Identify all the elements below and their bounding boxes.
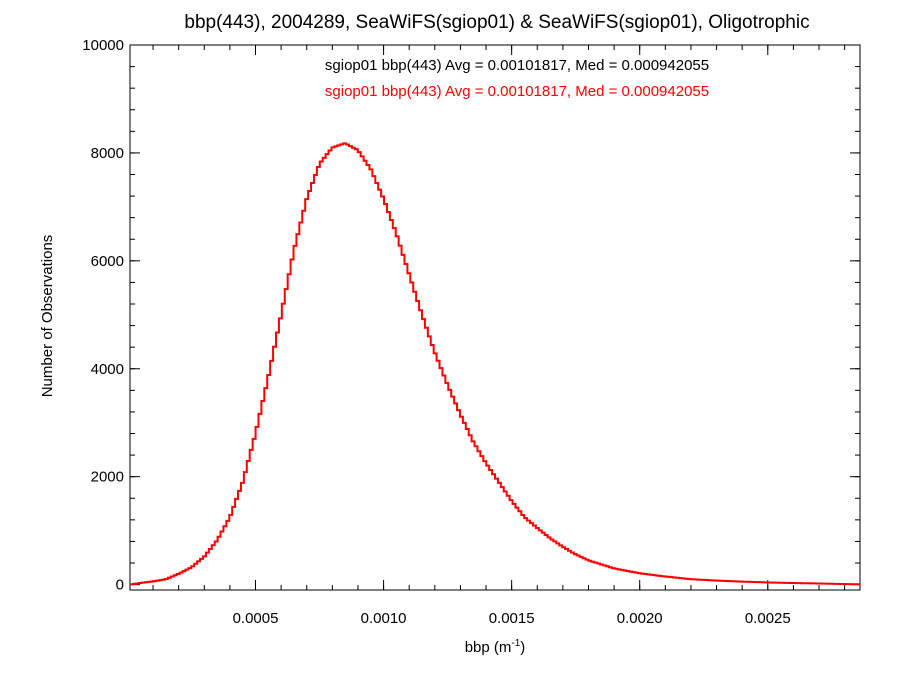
plot-border <box>129 44 861 591</box>
x-axis-label-superscript: -1 <box>511 638 520 649</box>
x-tick-label: 0.0005 <box>233 610 279 627</box>
x-axis-label-close: ) <box>520 639 525 656</box>
x-axis-label: bbp (m-1) <box>465 638 526 656</box>
chart-title: bbp(443), 2004289, SeaWiFS(sgiop01) & Se… <box>184 12 809 33</box>
y-axis-label: Number of Observations <box>39 235 56 398</box>
histogram-series-line <box>130 142 860 586</box>
y-tick-label: 2000 <box>91 469 124 486</box>
plot-frame <box>129 44 861 591</box>
x-tick-label: 0.0025 <box>745 610 791 627</box>
y-tick-label: 10000 <box>82 37 124 54</box>
annotation-red: sgiop01 bbp(443) Avg = 0.00101817, Med =… <box>325 83 709 100</box>
y-tick-label: 6000 <box>91 253 124 270</box>
annotation-black: sgiop01 bbp(443) Avg = 0.00101817, Med =… <box>325 57 709 74</box>
x-tick-label: 0.0015 <box>489 610 535 627</box>
series-layer <box>130 142 860 586</box>
x-tick-label: 0.0010 <box>361 610 407 627</box>
x-axis-label-main: bbp (m <box>465 639 512 656</box>
y-axis-ticks: 0 2000 4000 6000 8000 10000 <box>82 37 860 594</box>
y-tick-label: 0 <box>116 577 124 594</box>
y-tick-label: 8000 <box>91 145 124 162</box>
x-tick-label: 0.0020 <box>617 610 663 627</box>
y-tick-label: 4000 <box>91 361 124 378</box>
x-axis-ticks: 0.0005 0.0010 0.0015 0.0020 0.0025 <box>152 45 846 627</box>
